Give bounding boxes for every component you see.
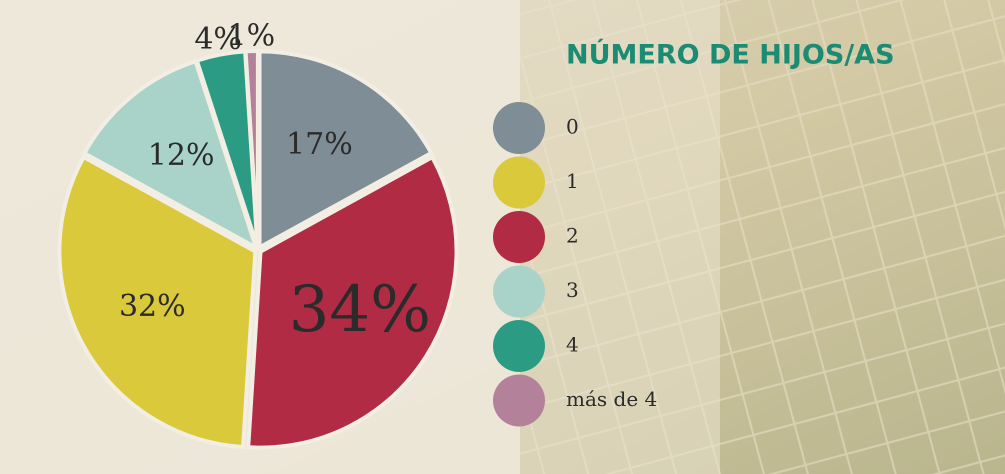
slice-label: 1% (228, 18, 276, 53)
chart-title: NÚMERO DE HIJOS/AS (566, 39, 895, 71)
legend-label: 4 (566, 333, 579, 357)
legend: 0 1 2 3 4 más de 4 (493, 102, 657, 427)
legend-swatch (493, 320, 545, 372)
legend-label: más de 4 (566, 387, 657, 411)
legend-label: 1 (566, 169, 579, 193)
pie-slice (243, 49, 260, 248)
pie-slice (257, 49, 435, 251)
legend-panel (520, 0, 720, 474)
slice-label: 17% (286, 127, 353, 162)
slice-label: 12% (148, 138, 215, 173)
legend-label: 2 (566, 224, 579, 248)
pie-slice (246, 154, 459, 450)
slice-label: 34% (289, 273, 431, 347)
slice-label: 4% (194, 22, 242, 57)
pie-slice (57, 154, 258, 450)
legend-swatch (493, 102, 545, 154)
pie: 17% 34% 32% 12% 4%1% (57, 18, 459, 450)
legend-swatch (493, 211, 545, 263)
legend-label: 3 (566, 278, 579, 302)
legend-label: 0 (566, 115, 579, 139)
legend-swatch (493, 156, 545, 209)
legend-swatch (493, 265, 545, 318)
pie-slice (81, 58, 260, 252)
slice-label: 32% (119, 289, 186, 324)
legend-swatch (493, 374, 545, 427)
